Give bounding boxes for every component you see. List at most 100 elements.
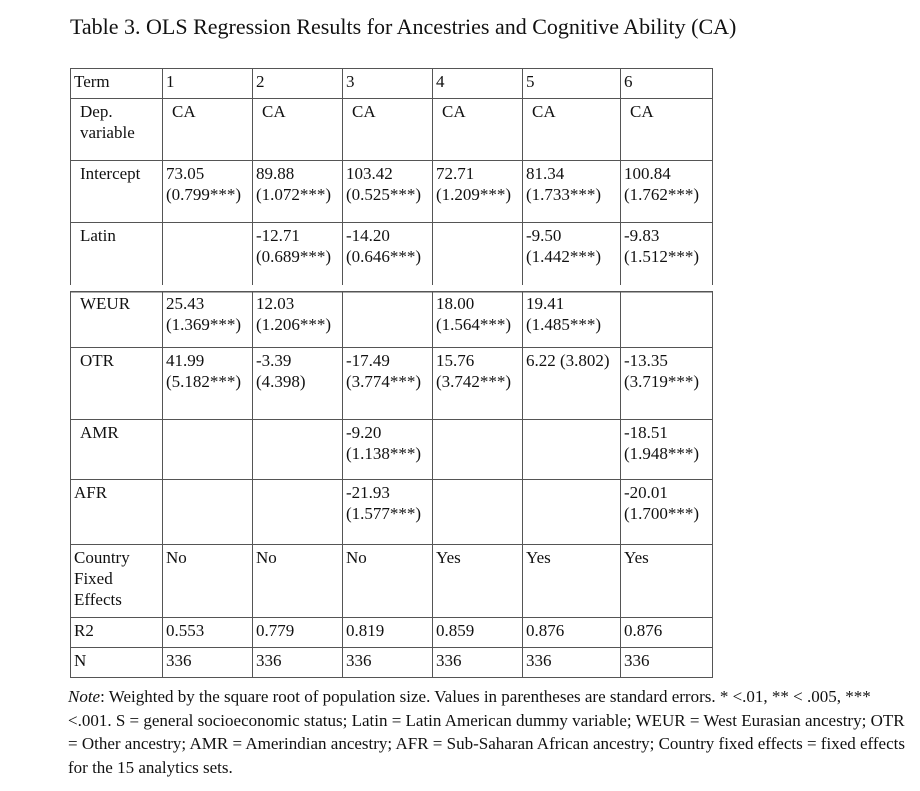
table-cell: 336 — [432, 647, 523, 678]
coefficient: -18.51 — [624, 423, 668, 442]
coefficient: 0.876 — [526, 621, 565, 640]
row-label: WEUR — [70, 284, 163, 348]
coefficient: No — [166, 548, 187, 567]
table-row: Latin -12.71 (0.689***) -14.20 (0.646***) -9.… — [70, 222, 713, 288]
header-model-6: 6 — [620, 68, 713, 99]
table-cell: 0.876 — [620, 617, 713, 648]
standard-error: (3.719***) — [624, 372, 700, 391]
table-cell: 336 — [162, 647, 253, 678]
coefficient: 0.876 — [624, 621, 663, 640]
table-cell: -14.20 (0.646***) — [342, 222, 433, 288]
coefficient: -9.20 — [346, 423, 382, 442]
coefficient: Yes — [436, 548, 461, 567]
coefficient: CA — [442, 102, 466, 121]
standard-error: (1.700***) — [624, 504, 700, 523]
table-cell: 0.876 — [522, 617, 621, 648]
coefficient: 12.03 — [256, 293, 295, 313]
header-model-1: 1 — [162, 68, 253, 99]
table-cell: CA — [432, 98, 523, 161]
standard-error: (1.369***) — [166, 314, 242, 334]
standard-error: (4.398) — [256, 372, 306, 391]
coefficient: CA — [532, 102, 556, 121]
table-cell — [432, 479, 523, 545]
row-label: OTR — [70, 347, 163, 420]
table-cell — [162, 479, 253, 545]
coefficient: -12.71 — [256, 226, 300, 245]
standard-error: (1.577***) — [346, 504, 422, 523]
table-cell: No — [342, 544, 433, 618]
table-cell: CA — [342, 98, 433, 161]
standard-error: (1.564***) — [436, 314, 512, 334]
coefficient: -20.01 — [624, 483, 668, 502]
table-cell: -13.35 (3.719***) — [620, 347, 713, 420]
coefficient: 25.43 — [166, 293, 205, 313]
table-cell: 0.859 — [432, 617, 523, 648]
coefficient: No — [346, 548, 367, 567]
header-model-2: 2 — [252, 68, 343, 99]
table-cell — [342, 284, 433, 348]
standard-error: (1.206***) — [256, 314, 332, 334]
coefficient: 336 — [624, 651, 650, 670]
row-label: R2 — [70, 617, 163, 648]
table-note: Note: Weighted by the square root of pop… — [68, 685, 908, 779]
coefficient: 6.22 (3.802) — [526, 351, 610, 370]
header-row: Term 1 2 3 4 5 6 — [70, 68, 713, 99]
table-cell: 0.553 — [162, 617, 253, 648]
coefficient: 0.553 — [166, 621, 205, 640]
table-cell: CA — [162, 98, 253, 161]
table-row: Country Fixed Effects No No No Yes Yes Yes — [70, 544, 713, 618]
table-cell: 25.43 (1.369***) — [162, 284, 253, 348]
table-cell: 0.779 — [252, 617, 343, 648]
row-label: AMR — [70, 419, 163, 480]
table-cell: -3.39 (4.398) — [252, 347, 343, 420]
coefficient: 336 — [346, 651, 372, 670]
standard-error: (3.742***) — [436, 372, 512, 391]
table-cell: CA — [252, 98, 343, 161]
coefficient: 100.84 — [624, 164, 671, 183]
table-cell: -9.50 (1.442***) — [522, 222, 621, 288]
table-cell: 15.76 (3.742***) — [432, 347, 523, 420]
table-cell: 336 — [252, 647, 343, 678]
table-row: AFR -21.93 (1.577***) -20.01 (1.700***) — [70, 479, 713, 545]
table-cell: 72.71 (1.209***) — [432, 160, 523, 223]
table-cell: 0.819 — [342, 617, 433, 648]
standard-error: (1.138***) — [346, 444, 422, 463]
table-cell: Yes — [432, 544, 523, 618]
table-cell — [252, 419, 343, 480]
table-row: R2 0.553 0.779 0.819 0.859 0.876 0.876 — [70, 617, 713, 648]
coefficient: CA — [262, 102, 286, 121]
coefficient: -9.83 — [624, 226, 660, 245]
table-title: Table 3. OLS Regression Results for Ance… — [70, 14, 737, 39]
coefficient: 336 — [166, 651, 192, 670]
standard-error: (1.072***) — [256, 185, 332, 204]
table-cell: No — [162, 544, 253, 618]
row-label: AFR — [70, 479, 163, 545]
table-cell: 19.41 (1.485***) — [522, 284, 621, 348]
table-cell — [162, 419, 253, 480]
coefficient: CA — [352, 102, 376, 121]
standard-error: (1.442***) — [526, 247, 602, 266]
standard-error: (1.209***) — [436, 185, 512, 204]
coefficient: -21.93 — [346, 483, 390, 502]
header-term: Term — [70, 68, 163, 99]
table-cell: -18.51 (1.948***) — [620, 419, 713, 480]
table-cell — [432, 222, 523, 288]
standard-error: (3.774***) — [346, 372, 422, 391]
standard-error: (1.762***) — [624, 185, 700, 204]
coefficient: 72.71 — [436, 164, 475, 183]
coefficient: 0.859 — [436, 621, 475, 640]
standard-error: (1.948***) — [624, 444, 700, 463]
coefficient: 0.779 — [256, 621, 295, 640]
table-cell: 336 — [522, 647, 621, 678]
table-row: Intercept 73.05 (0.799***) 89.88 (1.072***) 1… — [70, 160, 713, 223]
standard-error: (1.733***) — [526, 185, 602, 204]
standard-error: (5.182***) — [166, 372, 242, 391]
table-cell: 73.05 (0.799***) — [162, 160, 253, 223]
table-cell: 336 — [620, 647, 713, 678]
table-cell — [162, 222, 253, 288]
coefficient: -17.49 — [346, 351, 390, 370]
table-cell: 6.22 (3.802) — [522, 347, 621, 420]
table-cell: Yes — [620, 544, 713, 618]
coefficient: 336 — [436, 651, 462, 670]
table-row: OTR 41.99 (5.182***) -3.39 (4.398) -17.49 (3.7… — [70, 347, 713, 420]
